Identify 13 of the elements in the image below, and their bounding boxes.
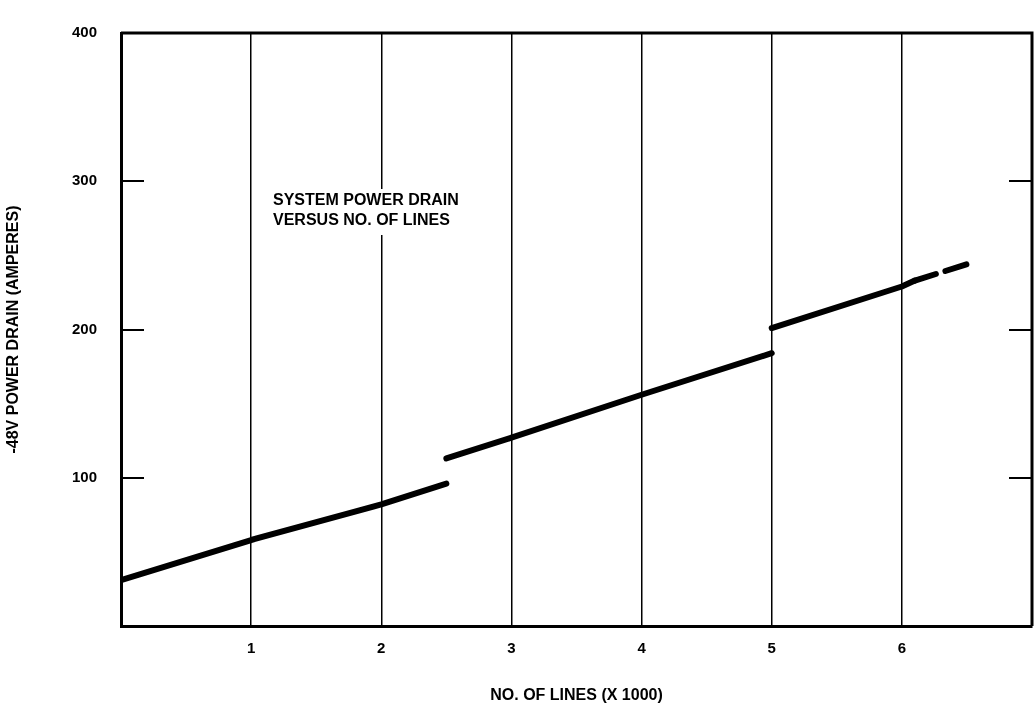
y-tick-label: 100: [71, 467, 97, 485]
y-tick-label: 300: [71, 171, 97, 189]
x-tick-label: 6: [897, 639, 907, 657]
y-axis-title: -48V POWER DRAIN (AMPERES): [4, 205, 22, 454]
y-tick-label: 400: [71, 23, 97, 41]
x-axis-title: NO. OF LINES (X 1000): [490, 685, 663, 703]
x-tick-label: 2: [377, 639, 386, 657]
text: SYSTEM POWER DRAIN VERSUS NO. OF LINES: [273, 191, 459, 229]
x-tick-label: 5: [767, 639, 776, 657]
y-tick-label: 200: [71, 319, 97, 337]
x-tick-label: 4: [637, 639, 647, 657]
x-tick-label: 3: [507, 639, 516, 657]
x-tick-label: 1: [246, 639, 256, 657]
